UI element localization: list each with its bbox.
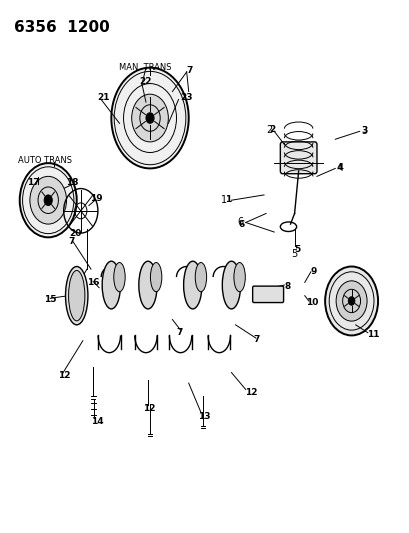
Circle shape [111, 68, 188, 168]
Text: 4: 4 [336, 164, 342, 172]
Text: 13: 13 [198, 411, 210, 421]
Text: 2: 2 [265, 125, 272, 135]
Text: 16: 16 [87, 278, 99, 287]
Text: 19: 19 [90, 193, 102, 203]
Text: 9: 9 [310, 268, 317, 276]
Ellipse shape [183, 261, 202, 309]
Circle shape [30, 176, 66, 224]
Text: 7: 7 [253, 335, 260, 344]
FancyBboxPatch shape [252, 286, 283, 303]
Text: 6356  1200: 6356 1200 [13, 20, 109, 35]
Ellipse shape [102, 261, 120, 309]
Text: 6: 6 [237, 217, 243, 228]
Text: 12: 12 [143, 404, 155, 413]
Ellipse shape [68, 270, 85, 321]
Circle shape [348, 297, 354, 305]
Circle shape [131, 94, 168, 142]
Text: 21: 21 [97, 93, 109, 102]
Circle shape [146, 113, 154, 123]
Text: 20: 20 [69, 229, 81, 238]
Circle shape [324, 266, 377, 335]
Text: 12: 12 [58, 370, 71, 379]
Text: 3: 3 [361, 126, 367, 136]
Text: AUTO TRANS: AUTO TRANS [18, 156, 72, 165]
Ellipse shape [114, 263, 125, 292]
Text: 22: 22 [139, 77, 151, 86]
Circle shape [44, 195, 52, 206]
Text: 17: 17 [27, 177, 40, 187]
Ellipse shape [139, 261, 157, 309]
Ellipse shape [222, 261, 240, 309]
Text: 1: 1 [221, 195, 227, 205]
Text: 7: 7 [176, 328, 182, 337]
Text: 23: 23 [179, 93, 192, 102]
Ellipse shape [65, 266, 88, 325]
Text: 2: 2 [269, 125, 275, 134]
Text: MAN. TRANS: MAN. TRANS [119, 63, 171, 72]
Text: 10: 10 [305, 298, 318, 307]
Text: 8: 8 [284, 282, 290, 291]
FancyBboxPatch shape [280, 142, 316, 174]
Text: 5: 5 [293, 245, 299, 254]
Ellipse shape [234, 263, 245, 292]
Ellipse shape [150, 263, 162, 292]
Ellipse shape [195, 263, 206, 292]
Text: 7: 7 [68, 237, 75, 246]
Text: 12: 12 [244, 388, 257, 397]
Circle shape [20, 163, 76, 237]
Text: 5: 5 [291, 249, 297, 259]
Text: 7: 7 [186, 66, 193, 75]
Text: 6: 6 [238, 220, 245, 229]
Text: 15: 15 [44, 295, 56, 304]
Text: 1: 1 [224, 195, 230, 204]
Circle shape [335, 281, 366, 321]
Text: 14: 14 [91, 417, 103, 426]
Text: 4: 4 [337, 164, 343, 173]
Text: 3: 3 [360, 126, 366, 135]
Text: 18: 18 [65, 177, 78, 187]
Text: 11: 11 [366, 330, 378, 339]
